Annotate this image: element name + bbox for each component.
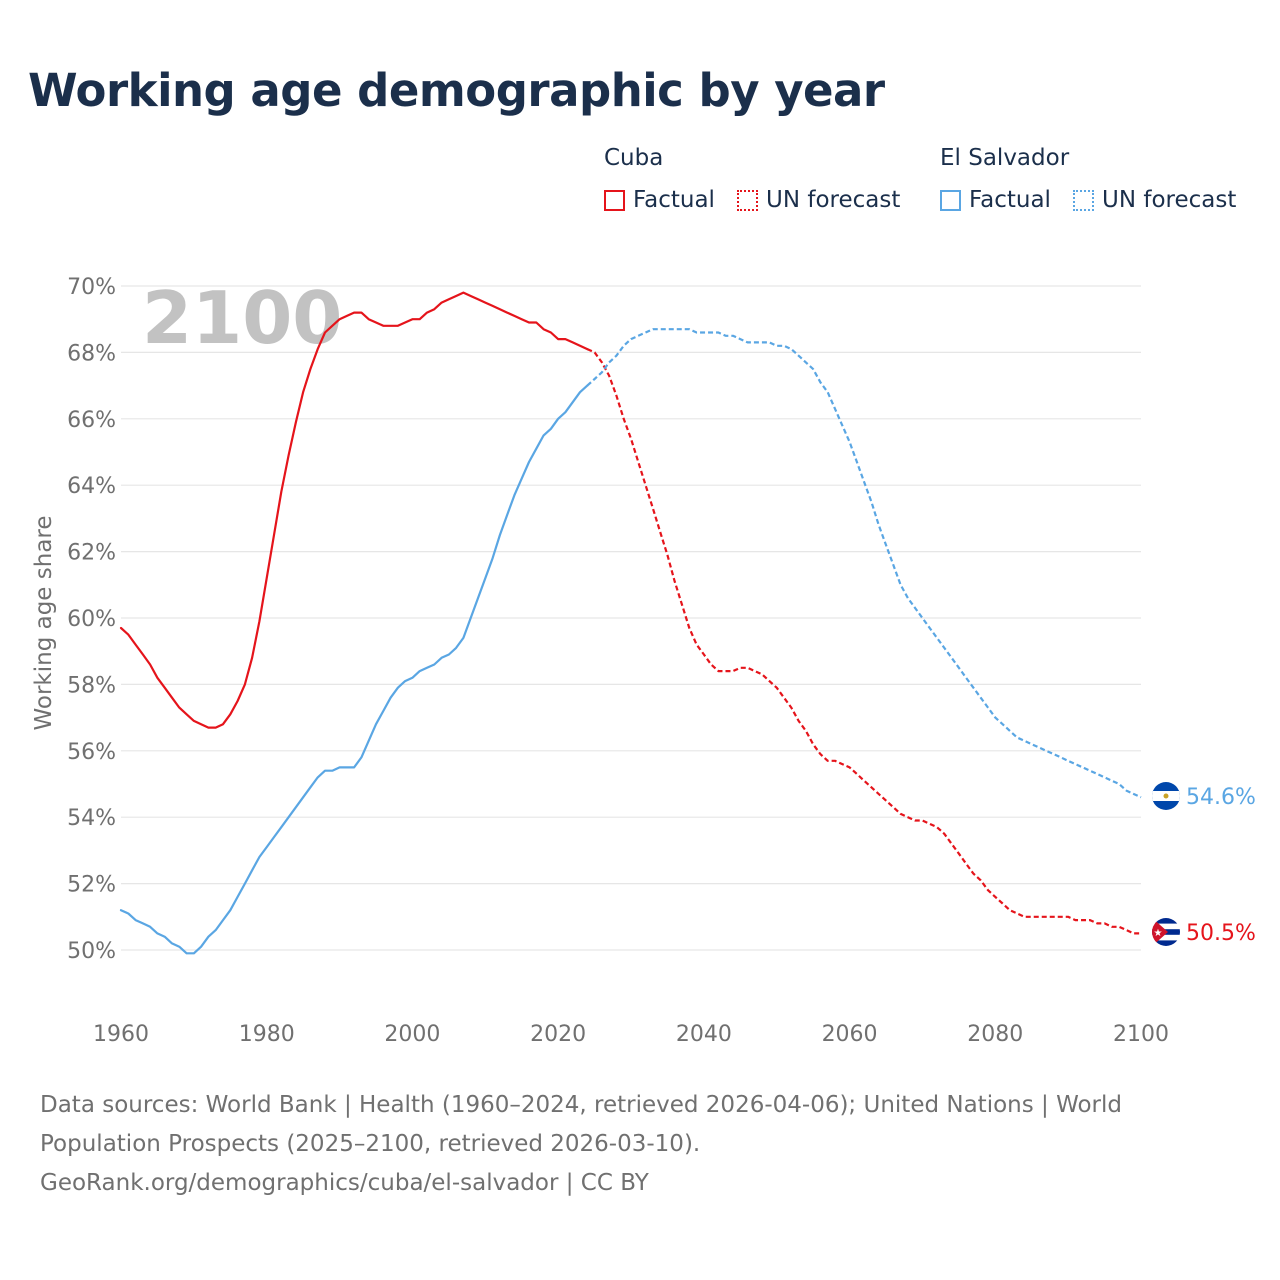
el-salvador-factual-line xyxy=(119,384,589,955)
x-tick-label: 2040 xyxy=(676,1022,732,1047)
legend-swatch-cuba-forecast xyxy=(737,189,758,211)
x-tick-label: 1960 xyxy=(93,1022,149,1047)
legend-label-cuba-forecast: UN forecast xyxy=(766,187,901,213)
cuba-factual-line xyxy=(119,291,589,729)
cuba-forecast-line xyxy=(586,348,1141,935)
y-tick-label: 70% xyxy=(67,275,116,300)
y-tick-label: 58% xyxy=(67,673,116,698)
y-tick-label: 54% xyxy=(67,806,116,831)
x-tick-label: 2000 xyxy=(384,1022,440,1047)
line-chart: 50% 52% 54% 56% 58% 60% 62% 64% 66% 68% 70% 1960 198… xyxy=(31,275,1256,1047)
data-sources-text: Data sources: World Bank | Health (1960–… xyxy=(40,1092,1122,1157)
legend-item-cuba-forecast[interactable]: UN forecast xyxy=(737,185,900,215)
end-label-el-salvador: 54.6% xyxy=(1186,785,1256,810)
svg-text:★: ★ xyxy=(1154,928,1163,939)
y-tick-label: 56% xyxy=(67,740,116,765)
year-watermark: 2100 xyxy=(142,276,342,360)
legend-group-el-salvador: El Salvador xyxy=(940,145,1070,171)
y-tick-label: 64% xyxy=(67,474,116,499)
chart-title: Working age demographic by year xyxy=(28,64,885,117)
legend-label-el-salvador-forecast: UN forecast xyxy=(1102,187,1237,213)
y-tick-label: 68% xyxy=(67,341,116,366)
y-tick-label: 50% xyxy=(67,939,116,964)
x-tick-label: 2080 xyxy=(967,1022,1023,1047)
footer: Data sources: World Bank | Health (1960–… xyxy=(40,1086,1250,1203)
el-salvador-forecast-line xyxy=(586,328,1142,799)
legend-item-cuba-factual[interactable]: Factual xyxy=(604,185,715,215)
legend-group-cuba: Cuba xyxy=(604,145,664,171)
y-tick-label: 62% xyxy=(67,541,116,566)
y-tick-label: 52% xyxy=(67,873,116,898)
y-tick-label: 60% xyxy=(67,607,116,632)
legend-item-el-salvador-factual[interactable]: Factual xyxy=(940,185,1051,215)
legend-swatch-cuba-factual xyxy=(604,189,625,211)
end-label-cuba: 50.5% xyxy=(1186,921,1256,946)
x-tick-label: 2100 xyxy=(1113,1022,1169,1047)
legend-label-cuba-factual: Factual xyxy=(633,187,715,213)
x-tick-label: 2060 xyxy=(822,1022,878,1047)
cuba-flag-icon: ★ xyxy=(1152,918,1180,946)
legend-swatch-el-salvador-factual xyxy=(940,189,961,211)
y-axis-title: Working age share xyxy=(31,515,57,730)
legend-item-el-salvador-forecast[interactable]: UN forecast xyxy=(1073,185,1236,215)
legend-swatch-el-salvador-forecast xyxy=(1073,189,1094,211)
y-tick-label: 66% xyxy=(67,408,116,433)
source-link[interactable]: GeoRank.org/demographics/cuba/el-salvado… xyxy=(40,1170,649,1196)
x-tick-label: 2020 xyxy=(530,1022,586,1047)
el-salvador-flag-icon xyxy=(1152,782,1180,810)
legend-label-el-salvador-factual: Factual xyxy=(969,187,1051,213)
x-tick-label: 1980 xyxy=(239,1022,295,1047)
